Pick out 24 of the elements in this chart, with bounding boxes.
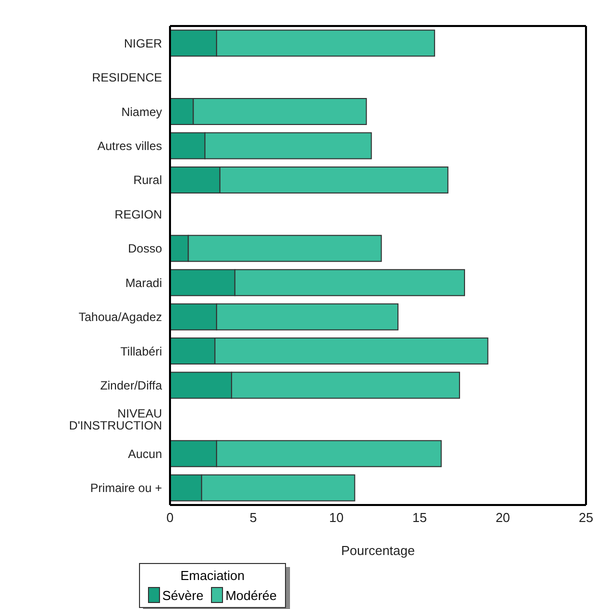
y-tick-label: Niamey	[121, 104, 162, 119]
x-tick-label: 0	[166, 510, 174, 526]
legend-label: Sévère	[161, 587, 204, 603]
x-tick-label: 5	[250, 510, 257, 526]
x-axis-title: Pourcentage	[341, 543, 415, 558]
y-tick-label: Rural	[133, 173, 162, 188]
y-tick-label: Dosso	[128, 242, 162, 256]
x-tick-label: 20	[496, 510, 510, 526]
y-tick-label: NIVEAU D'INSTRUCTION	[69, 406, 162, 433]
x-tick-label: 10	[329, 510, 344, 526]
y-tick-label: Zinder/Diffa	[100, 378, 162, 393]
y-tick-label: Tahoua/Agadez	[78, 310, 162, 324]
y-tick-label: Tillabéri	[120, 344, 162, 358]
y-tick-label: RESIDENCE	[92, 70, 162, 85]
y-tick-label: Autres villes	[97, 139, 162, 154]
y-tick-label: Maradi	[125, 276, 162, 290]
x-tick-label: 25	[578, 510, 593, 526]
y-tick-label: NIGER	[124, 36, 162, 50]
legend-label: Modérée	[224, 587, 277, 603]
y-tick-label: Aucun	[128, 446, 162, 461]
y-tick-label: Primaire ou +	[90, 481, 162, 496]
y-tick-label: REGION	[114, 207, 162, 222]
legend-title: Emaciation	[179, 568, 246, 583]
x-tick-label: 15	[412, 510, 427, 526]
